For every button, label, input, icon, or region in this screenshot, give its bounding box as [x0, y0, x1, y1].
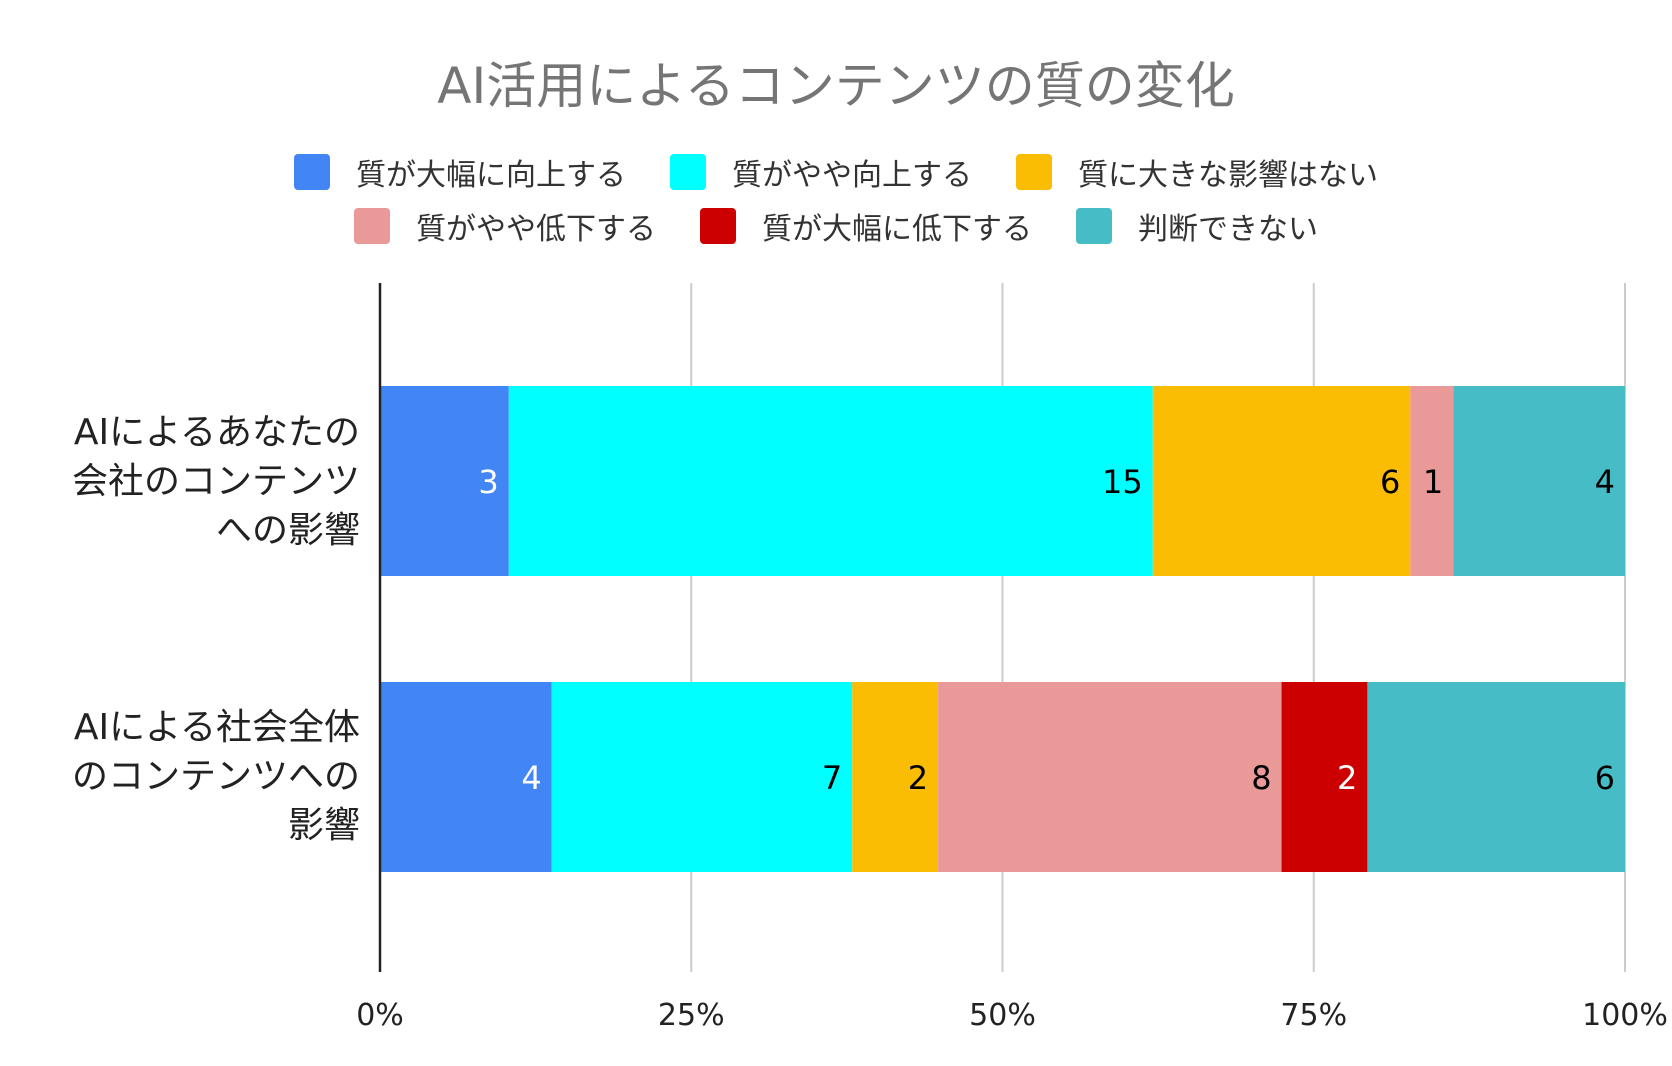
bar-segment: [1281, 682, 1368, 872]
legend-row-1: 質が大幅に向上する 質がやや向上する 質に大きな影響はない: [0, 150, 1672, 194]
legend-swatch: [294, 154, 330, 190]
data-label: 4: [1595, 463, 1615, 501]
legend-row-2: 質がやや低下する 質が大幅に低下する 判断できない: [0, 204, 1672, 248]
data-label: 6: [1380, 463, 1400, 501]
bar-segment: [1453, 386, 1625, 576]
legend-swatch: [670, 154, 706, 190]
legend-item[interactable]: 質がやや低下する: [354, 204, 656, 248]
legend-item[interactable]: 質に大きな影響はない: [1016, 150, 1378, 194]
legend-item[interactable]: 質が大幅に低下する: [700, 204, 1032, 248]
legend-label: 判断できない: [1138, 212, 1318, 247]
bar-segment: [508, 386, 1153, 576]
data-label: 4: [521, 759, 541, 797]
legend-label: 質が大幅に向上する: [356, 158, 626, 193]
legend-label: 質がやや向上する: [732, 158, 972, 193]
x-tick-label: 100%: [1582, 998, 1668, 1033]
bar-segment: [1410, 386, 1454, 576]
bar-segment: [380, 386, 509, 576]
chart-title: AI活用によるコンテンツの質の変化: [437, 57, 1235, 115]
category-label-line: 会社のコンテンツ: [71, 461, 360, 502]
category-label-line: AIによる社会全体: [73, 707, 360, 748]
category-label: AIによる社会全体 のコンテンツへの 影響: [20, 703, 360, 850]
bar-segment: [1152, 386, 1411, 576]
legend-swatch: [1016, 154, 1052, 190]
legend-label: 質が大幅に低下する: [762, 212, 1032, 247]
data-label: 2: [908, 759, 928, 797]
data-label: 8: [1251, 759, 1271, 797]
legend-item[interactable]: 質が大幅に向上する: [294, 150, 626, 194]
data-label: 3: [478, 463, 498, 501]
bar-segment: [852, 682, 939, 872]
data-label: 15: [1102, 463, 1143, 501]
data-label: 7: [822, 759, 842, 797]
x-tick-label: 75%: [1280, 998, 1347, 1033]
x-tick-label: 50%: [969, 998, 1036, 1033]
legend-item[interactable]: 質がやや向上する: [670, 150, 972, 194]
data-label: 2: [1337, 759, 1357, 797]
category-label-line: への影響: [215, 510, 360, 551]
bar-segment: [1367, 682, 1625, 872]
data-label: 1: [1423, 463, 1443, 501]
legend-label: 質に大きな影響はない: [1078, 158, 1378, 193]
legend-item[interactable]: 判断できない: [1076, 204, 1318, 248]
x-tick-label: 25%: [658, 998, 725, 1033]
category-label-line: 影響: [287, 805, 360, 846]
legend-label: 質がやや低下する: [416, 212, 656, 247]
legend-swatch: [354, 208, 390, 244]
bar-segment: [551, 682, 853, 872]
bar-segment: [938, 682, 1282, 872]
category-label: AIによるあなたの 会社のコンテンツ への影響: [20, 408, 360, 555]
legend-swatch: [700, 208, 736, 244]
x-tick-label: 0%: [356, 998, 404, 1033]
category-label-line: のコンテンツへの: [71, 756, 360, 797]
data-label: 6: [1595, 759, 1615, 797]
legend-swatch: [1076, 208, 1112, 244]
bar-segment: [380, 682, 552, 872]
category-label-line: AIによるあなたの: [73, 412, 360, 453]
